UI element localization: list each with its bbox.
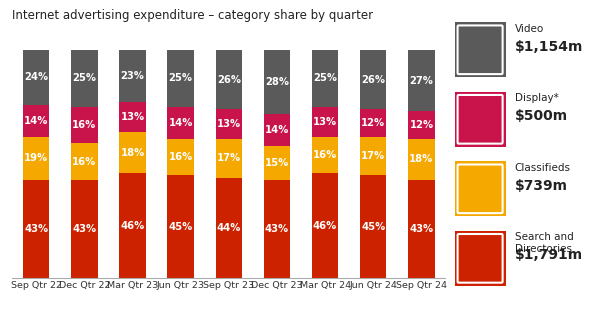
Text: 46%: 46% xyxy=(120,221,144,231)
Bar xyxy=(360,137,386,175)
Text: 14%: 14% xyxy=(169,118,193,128)
Bar xyxy=(408,180,435,278)
Bar xyxy=(216,139,242,178)
Bar xyxy=(264,146,290,180)
Text: 17%: 17% xyxy=(361,151,385,161)
Text: Search and
Directories: Search and Directories xyxy=(515,232,574,254)
Text: Classifieds: Classifieds xyxy=(515,163,571,173)
Bar xyxy=(216,50,242,109)
Text: 43%: 43% xyxy=(24,224,48,234)
Bar xyxy=(119,50,146,102)
Text: 13%: 13% xyxy=(120,112,144,122)
Text: 43%: 43% xyxy=(265,224,289,234)
Bar xyxy=(167,175,194,278)
Bar xyxy=(167,139,194,175)
Text: $500m: $500m xyxy=(515,109,568,123)
Bar xyxy=(23,180,49,278)
Bar xyxy=(264,114,290,146)
Bar xyxy=(23,50,49,105)
Text: 45%: 45% xyxy=(169,222,193,232)
Text: 16%: 16% xyxy=(72,157,96,167)
Text: 25%: 25% xyxy=(72,73,96,83)
Bar xyxy=(71,143,98,180)
Bar xyxy=(167,107,194,139)
Text: 17%: 17% xyxy=(217,153,241,163)
Text: 19%: 19% xyxy=(24,153,48,163)
Bar xyxy=(312,50,338,107)
Text: 28%: 28% xyxy=(265,77,289,87)
Bar xyxy=(23,137,49,180)
Bar xyxy=(360,109,386,137)
Text: 43%: 43% xyxy=(409,224,433,234)
Text: 12%: 12% xyxy=(409,120,433,130)
Text: 24%: 24% xyxy=(24,72,48,82)
Bar xyxy=(408,112,435,139)
Bar xyxy=(71,50,98,107)
Text: $1,154m: $1,154m xyxy=(515,40,583,53)
Bar xyxy=(408,139,435,180)
Text: 14%: 14% xyxy=(24,116,48,125)
Text: 46%: 46% xyxy=(313,221,337,231)
Bar xyxy=(312,173,338,278)
Text: $739m: $739m xyxy=(515,179,568,192)
Text: 44%: 44% xyxy=(217,223,241,233)
Text: 25%: 25% xyxy=(169,73,193,83)
Text: 45%: 45% xyxy=(361,222,385,232)
Text: 27%: 27% xyxy=(409,76,433,86)
Bar xyxy=(360,175,386,278)
Bar xyxy=(312,137,338,173)
Text: 16%: 16% xyxy=(313,150,337,160)
Bar xyxy=(119,132,146,173)
Bar xyxy=(216,178,242,278)
Text: Display*: Display* xyxy=(515,93,559,103)
Text: $1,791m: $1,791m xyxy=(515,248,583,262)
Bar xyxy=(119,173,146,278)
Text: 26%: 26% xyxy=(361,75,385,84)
Text: 25%: 25% xyxy=(313,73,337,83)
Bar xyxy=(71,180,98,278)
Text: 43%: 43% xyxy=(72,224,96,234)
Text: 13%: 13% xyxy=(217,119,241,129)
Text: Video: Video xyxy=(515,24,544,34)
Text: 15%: 15% xyxy=(265,158,289,168)
Text: Internet advertising expenditure – category share by quarter: Internet advertising expenditure – categ… xyxy=(12,9,373,22)
Bar xyxy=(264,180,290,278)
Bar xyxy=(408,50,435,112)
Bar xyxy=(119,102,146,132)
Text: 12%: 12% xyxy=(361,118,385,128)
Bar xyxy=(216,109,242,139)
Text: 13%: 13% xyxy=(313,117,337,127)
Bar xyxy=(360,50,386,109)
Bar xyxy=(23,105,49,137)
Text: 14%: 14% xyxy=(265,125,289,135)
Text: 16%: 16% xyxy=(72,120,96,130)
Bar xyxy=(312,107,338,137)
Text: 18%: 18% xyxy=(120,148,144,158)
Text: 16%: 16% xyxy=(169,152,193,162)
Bar xyxy=(167,50,194,107)
Bar xyxy=(71,107,98,143)
Text: 18%: 18% xyxy=(409,155,433,164)
Text: 23%: 23% xyxy=(120,71,144,81)
Text: 26%: 26% xyxy=(217,75,241,84)
Bar xyxy=(264,50,290,114)
